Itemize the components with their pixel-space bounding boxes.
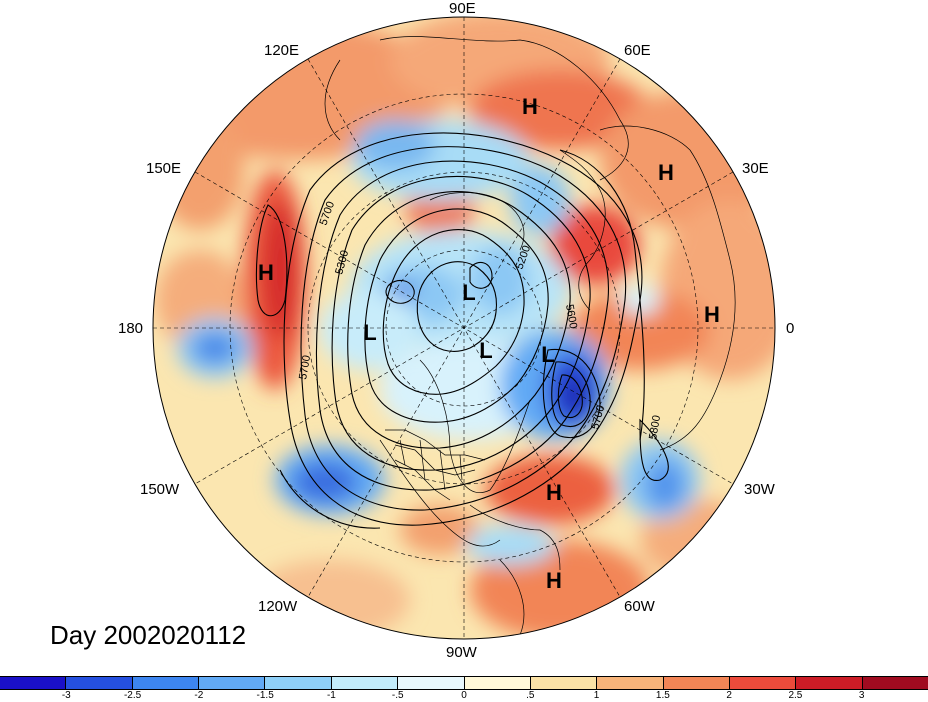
colorbar-segment (663, 677, 730, 689)
colorbar-tick-label: 1.5 (655, 690, 670, 701)
longitude-label: 120W (258, 598, 298, 615)
colorbar-tick-label: 2.5 (788, 690, 803, 701)
contour-label: 5600 (563, 303, 579, 329)
pressure-system-markers: H H H H H H L L L L (258, 94, 720, 593)
colorbar-segment (0, 677, 67, 689)
longitude-label: 150E (146, 160, 182, 177)
colorbar-segment (265, 677, 332, 689)
high-marker: H (522, 94, 538, 119)
graticule (153, 17, 775, 639)
colorbar-tick-label: -2 (194, 690, 204, 701)
colorbar-segment (66, 677, 133, 689)
longitude-label: 180 (118, 320, 144, 337)
colorbar-segment (398, 677, 465, 689)
high-marker: H (546, 480, 562, 505)
longitude-label: 120E (264, 42, 300, 59)
colorbar-tick-label: -.5 (391, 690, 404, 701)
longitude-label: 30W (744, 481, 775, 498)
contour-label: 5800 (647, 414, 663, 440)
colorbar-segment (464, 677, 531, 689)
longitude-label: 150W (140, 481, 180, 498)
colorbar-segment (530, 677, 598, 689)
high-marker: H (658, 160, 674, 185)
colorbar-segment (132, 677, 200, 689)
contour-label: 5700 (297, 354, 313, 380)
colorbar-segment (862, 677, 928, 689)
colorbar-tick-label: 2 (726, 690, 732, 701)
low-marker: L (363, 320, 376, 345)
low-marker: L (462, 280, 475, 305)
low-marker: L (541, 342, 554, 367)
high-marker: H (704, 302, 720, 327)
high-marker: H (546, 568, 562, 593)
longitude-label: 0 (786, 320, 795, 337)
colorbar (0, 676, 928, 690)
longitude-label: 90E (449, 0, 476, 17)
colorbar-segment (199, 677, 266, 689)
height-contours (255, 132, 669, 529)
anomaly-field (153, 17, 775, 639)
coastlines (324, 36, 736, 636)
colorbar-segment (597, 677, 664, 689)
low-marker: L (479, 338, 492, 363)
colorbar-tick-label: .5 (526, 690, 535, 701)
colorbar-tick-label: 0 (461, 690, 467, 701)
colorbar-tick-label: -3 (61, 690, 71, 701)
colorbar-segment (796, 677, 863, 689)
colorbar-tick-label: -1 (326, 690, 336, 701)
high-marker: H (258, 260, 274, 285)
longitude-label: 60E (624, 42, 651, 59)
colorbar-segment (729, 677, 797, 689)
colorbar-tick-label: -2.5 (123, 690, 142, 701)
map-border (152, 16, 776, 640)
colorbar-tick-label: 3 (858, 690, 865, 701)
longitude-label: 90W (446, 644, 477, 661)
colorbar-tick-label: -1.5 (256, 690, 274, 701)
colorbar-tick-label: 1 (593, 690, 600, 701)
map-title: Day 2002020112 (50, 620, 247, 650)
longitude-label: 60W (624, 598, 655, 615)
longitude-label: 30E (742, 160, 769, 177)
colorbar-segment (331, 677, 399, 689)
colorbar-ticks: -3 -2.5 -2 -1.5 -1 -.5 0 .5 1 1.5 2 2.5 3 (0, 690, 928, 702)
